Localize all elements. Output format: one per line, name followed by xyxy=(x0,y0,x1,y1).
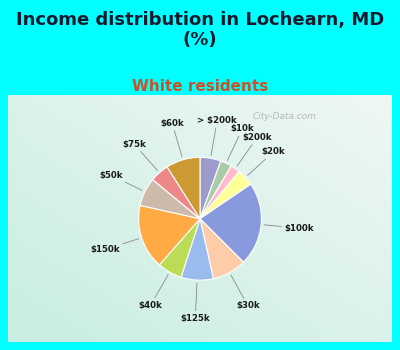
Text: $20k: $20k xyxy=(248,147,285,175)
Wedge shape xyxy=(200,166,239,219)
Wedge shape xyxy=(181,219,213,280)
Text: $200k: $200k xyxy=(237,133,272,166)
Wedge shape xyxy=(200,172,251,219)
Bar xyxy=(0,342,400,350)
Bar xyxy=(392,94,400,350)
Text: $60k: $60k xyxy=(160,119,184,157)
Wedge shape xyxy=(153,167,200,219)
Text: White residents: White residents xyxy=(132,79,268,94)
Wedge shape xyxy=(200,158,221,219)
Wedge shape xyxy=(200,161,231,219)
Text: $50k: $50k xyxy=(99,170,142,190)
Wedge shape xyxy=(167,158,200,219)
Text: City-Data.com: City-Data.com xyxy=(252,112,316,121)
Text: $100k: $100k xyxy=(264,224,314,233)
Text: $75k: $75k xyxy=(122,140,158,170)
Bar xyxy=(0,94,8,350)
Text: $40k: $40k xyxy=(139,275,168,310)
Wedge shape xyxy=(139,205,200,265)
Wedge shape xyxy=(200,184,261,262)
Text: Income distribution in Lochearn, MD
(%): Income distribution in Lochearn, MD (%) xyxy=(16,10,384,49)
Text: > $200k: > $200k xyxy=(197,116,237,155)
Wedge shape xyxy=(200,219,244,279)
Wedge shape xyxy=(159,219,200,277)
Text: $30k: $30k xyxy=(231,275,260,310)
Wedge shape xyxy=(140,180,200,219)
Text: $10k: $10k xyxy=(227,124,254,161)
Text: $150k: $150k xyxy=(91,239,139,254)
Text: $125k: $125k xyxy=(180,283,210,323)
